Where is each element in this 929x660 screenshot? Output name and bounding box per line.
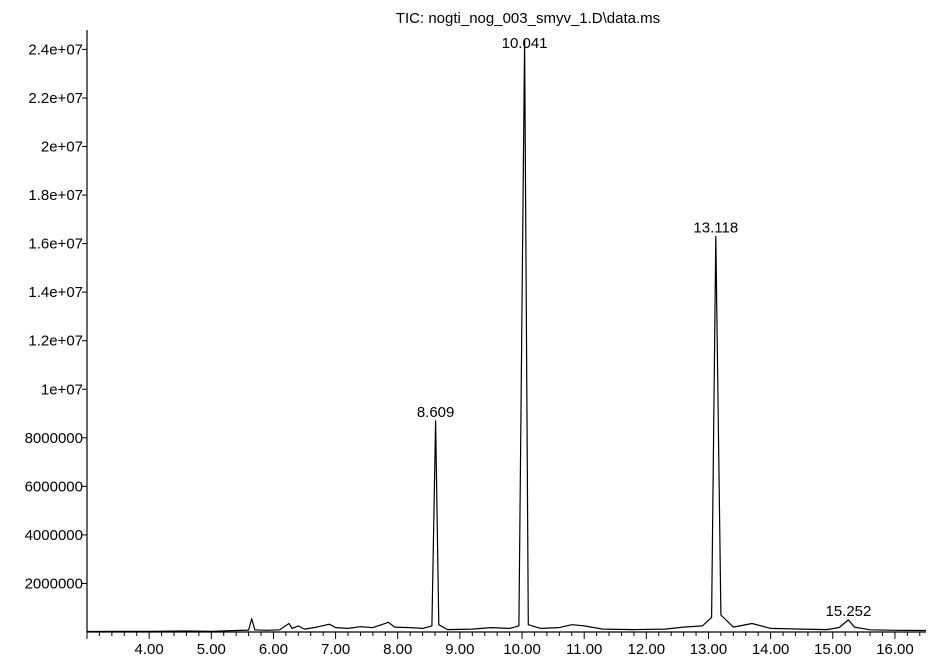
x-tick-label: 5.00 [197, 641, 226, 658]
x-tick-label: 9.00 [445, 641, 474, 658]
peak-label: 15.252 [825, 603, 871, 620]
y-tick-label: 2e+07 [41, 139, 83, 156]
x-tick-label: 15.00 [814, 641, 852, 658]
y-tick-label: 8000000 [25, 430, 83, 447]
y-tick-label: 1.8e+07 [28, 187, 83, 204]
x-tick-label: 4.00 [135, 641, 164, 658]
peak-label: 13.118 [693, 219, 738, 236]
x-axis-ticks: 4.00 5.00 6.00 7.00 8.00 9.00 10.00 11.00 12.00 1… [86, 632, 921, 658]
x-tick-label: 12.00 [628, 641, 666, 658]
y-tick-label: 1.6e+07 [28, 236, 83, 253]
y-tick-label: 2.4e+07 [28, 41, 83, 58]
x-tick-label: 10.00 [503, 641, 541, 658]
x-tick-label: 14.00 [752, 641, 790, 658]
axes [86, 30, 926, 633]
y-tick-label: 6000000 [25, 478, 83, 495]
peak-label: 10.041 [502, 35, 548, 52]
peak-label: 8.609 [417, 404, 455, 421]
y-tick-label: 1e+07 [41, 381, 83, 398]
y-tick-label: 1.4e+07 [28, 284, 83, 301]
y-axis-ticks: 2000000 4000000 6000000 8000000 1e+07 1.2e+07… [25, 41, 87, 592]
chromatogram-trace [86, 39, 927, 633]
y-tick-label: 2000000 [25, 575, 83, 592]
x-tick-label: 7.00 [321, 641, 350, 658]
x-tick-label: 6.00 [259, 641, 288, 658]
y-tick-label: 1.2e+07 [28, 333, 83, 350]
x-tick-label: 13.00 [690, 641, 728, 658]
chart-title: TIC: nogti_nog_003_smyv_1.D\data.ms [396, 10, 660, 27]
x-tick-label: 8.00 [383, 641, 412, 658]
x-tick-label: 11.00 [566, 641, 602, 658]
y-tick-label: 2.2e+07 [28, 90, 83, 107]
x-tick-label: 16.00 [876, 641, 914, 658]
peak-labels: 8.609 10.041 13.118 15.252 [417, 35, 872, 620]
y-tick-label: 4000000 [25, 527, 83, 544]
